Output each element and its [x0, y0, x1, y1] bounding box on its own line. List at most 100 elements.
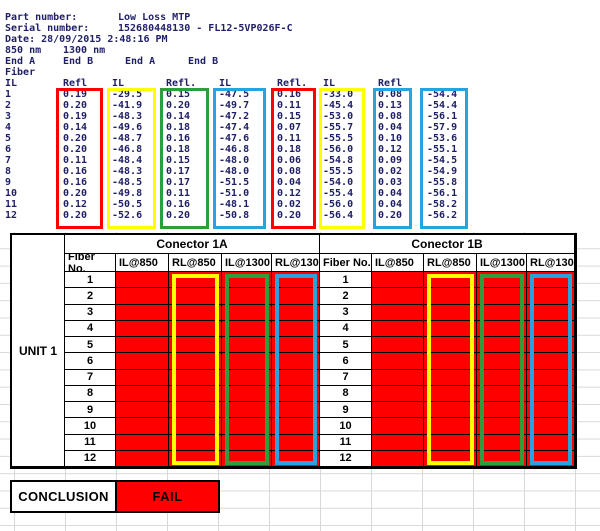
result-cell — [272, 320, 320, 337]
measurement-value: 0.20 — [63, 100, 88, 111]
fiber-number: 7 — [5, 155, 12, 166]
fiber-number-cell: 9 — [320, 402, 372, 419]
report-column-header: IL — [323, 78, 336, 89]
fiber-number: 9 — [5, 177, 12, 188]
measurement-value: -58.2 — [427, 199, 458, 210]
measurement-value: 0.15 — [166, 155, 191, 166]
result-cell — [222, 320, 272, 337]
result-cell — [424, 369, 477, 386]
fiber-number: 10 — [5, 188, 18, 199]
unit-label-cell: UNIT 1 — [12, 235, 65, 467]
part-number-label: Part number: — [5, 12, 78, 23]
measurement-value: 0.16 — [63, 166, 88, 177]
result-cell — [424, 288, 477, 305]
fiber-number-cell: 8 — [65, 385, 116, 402]
measurement-value: 0.07 — [277, 122, 302, 133]
result-cell — [424, 418, 477, 435]
measurement-value: 0.04 — [378, 122, 403, 133]
measurement-value: -50.5 — [112, 199, 143, 210]
measurement-value: 0.12 — [277, 188, 302, 199]
measurement-value: 0.14 — [166, 111, 191, 122]
measurement-value: 0.20 — [63, 188, 88, 199]
measurement-value: -54.4 — [427, 100, 458, 111]
result-cell — [424, 402, 477, 419]
measurement-value: 0.04 — [277, 177, 302, 188]
report-column-header: IL — [219, 78, 232, 89]
result-cell — [477, 304, 527, 321]
fiber-number-cell: 10 — [65, 418, 116, 435]
result-cell — [527, 369, 575, 386]
fiber-number-cell: 7 — [65, 369, 116, 386]
measurement-value: 0.02 — [378, 166, 403, 177]
connector-1b-header: Conector 1B — [320, 235, 575, 254]
result-cell — [424, 385, 477, 402]
fiber-number-cell: 12 — [320, 450, 372, 467]
measurement-value: -55.5 — [323, 133, 354, 144]
fiber-number: 8 — [5, 166, 12, 177]
measurement-value: -55.1 — [427, 144, 458, 155]
result-cell — [222, 402, 272, 419]
measurement-value: 0.08 — [378, 111, 403, 122]
result-column-outline — [225, 274, 269, 465]
conclusion-status-fail: FAIL — [117, 482, 218, 511]
measurement-report: Part number: Low Loss MTP Serial number:… — [0, 0, 600, 232]
connector-1a-header: Conector 1A — [65, 235, 320, 254]
measurement-value: 0.19 — [63, 111, 88, 122]
measurement-value: 0.16 — [63, 177, 88, 188]
result-column-outline — [275, 274, 317, 465]
measurement-value: -33.0 — [323, 89, 354, 100]
measurement-value: -54.0 — [323, 177, 354, 188]
fiber-label: Fiber — [5, 67, 36, 78]
measurement-value: -51.5 — [219, 177, 250, 188]
measurement-value: -48.3 — [112, 166, 143, 177]
measurement-value: 0.10 — [378, 133, 403, 144]
measurement-value: -48.7 — [112, 133, 143, 144]
measurement-value: -55.5 — [323, 166, 354, 177]
measurement-value: 0.15 — [166, 89, 191, 100]
measurement-value: 0.20 — [63, 210, 88, 221]
fiber-number-cell: 3 — [65, 304, 116, 321]
result-cell — [477, 353, 527, 370]
measurement-value: 0.09 — [378, 155, 403, 166]
measurement-value: -45.4 — [323, 100, 354, 111]
measurement-value: 0.14 — [63, 122, 88, 133]
fiber-number-cell: 7 — [320, 369, 372, 386]
measurement-value: -49.8 — [112, 188, 143, 199]
conclusion-row: CONCLUSION FAIL — [10, 480, 220, 513]
report-data-row: 2 0.20 -41.9 0.20 -49.7 0.11 -45.4 0.13 -54.4 — [0, 101, 600, 112]
result-cell — [477, 337, 527, 354]
report-data-row: 7 0.11 -48.4 0.15 -48.0 0.06 -54.8 0.09 -54.5 — [0, 156, 600, 167]
measurement-value: -47.4 — [219, 122, 250, 133]
part-number-value: Low Loss MTP — [118, 12, 191, 23]
report-data-row: 10 0.20 -49.8 0.11 -51.0 0.12 -55.4 0.04 -56.1 — [0, 189, 600, 200]
measurement-value: 0.19 — [63, 89, 88, 100]
fiber-number-cell: 2 — [65, 288, 116, 305]
result-cell — [272, 337, 320, 354]
fiber-number-cell: 8 — [320, 385, 372, 402]
fiber-number: 1 — [5, 89, 12, 100]
measurement-value: -50.8 — [219, 210, 250, 221]
measurement-value: -46.8 — [112, 144, 143, 155]
result-cell — [116, 337, 169, 354]
serial-number-label: Serial number: — [5, 23, 90, 34]
result-cell — [372, 320, 424, 337]
column-header-cell: IL@1300 — [222, 254, 272, 272]
results-table: UNIT 1 Conector 1A Conector 1B Fiber No. 1 2 3… — [10, 233, 577, 469]
fiber-number-cell: 12 — [65, 450, 116, 467]
report-data-row: 12 0.20 -52.6 0.20 -50.8 0.20 -56.4 0.20 -56.2 — [0, 211, 600, 222]
end-b-label-1: End B — [63, 56, 94, 67]
fiber-number: 11 — [5, 199, 18, 210]
report-data-row: 3 0.19 -48.3 0.14 -47.2 0.15 -53.0 0.08 -56.1 — [0, 112, 600, 123]
fiber-number-cell: 10 — [320, 418, 372, 435]
fiber-number-cell: 6 — [320, 353, 372, 370]
report-column-header: IL — [112, 78, 125, 89]
measurement-value: -29.5 — [112, 89, 143, 100]
fiber-number: 3 — [5, 111, 12, 122]
measurement-value: 0.04 — [378, 188, 403, 199]
result-cell — [477, 385, 527, 402]
result-cell — [222, 304, 272, 321]
column-header-cell: Fiber No. — [320, 254, 372, 272]
measurement-value: 0.20 — [378, 210, 403, 221]
fiber-number-cell: 5 — [65, 337, 116, 354]
